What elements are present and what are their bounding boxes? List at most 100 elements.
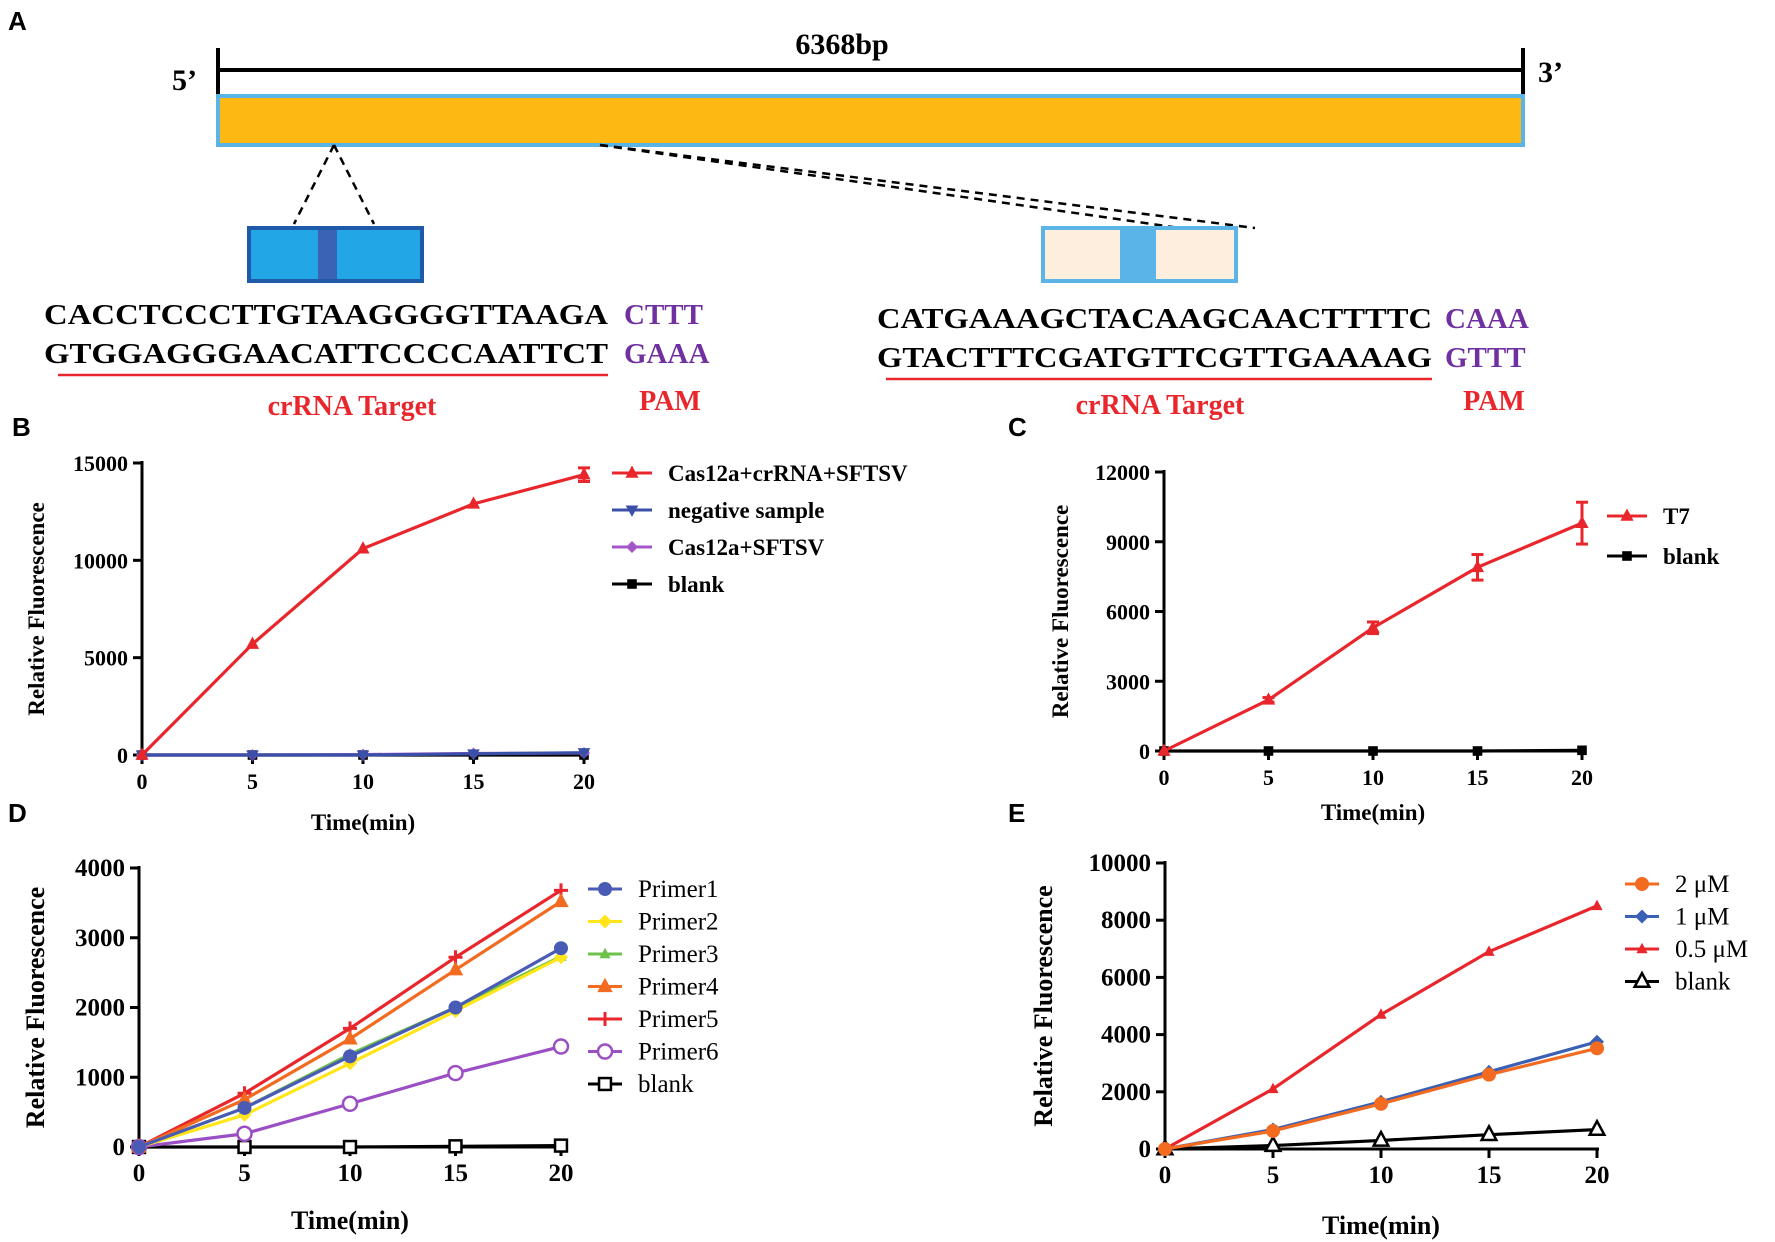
chart-e-data-point (1267, 1082, 1279, 1094)
chart-b-data-point (356, 541, 370, 554)
chart-b-x-tick-label: 15 (463, 769, 485, 794)
chart-c-x-tick-label: 15 (1467, 765, 1489, 790)
chart-b-legend-marker (625, 505, 639, 517)
chart-d-x-tick-label: 20 (549, 1160, 574, 1187)
zoom-line-1a (292, 144, 336, 225)
chart-d-legend-marker (598, 1012, 612, 1026)
target2-pam-top: CAAA (1445, 303, 1529, 335)
chart-e-legend-marker (1632, 970, 1652, 988)
chart-d-data-point (448, 1139, 463, 1154)
chart-c-series-line (1163, 521, 1583, 753)
chart-e-y-axis-title: Relative Fluorescence (1029, 885, 1058, 1126)
chart-d-legend-label: blank (638, 1071, 694, 1098)
target1-band (318, 230, 337, 279)
chart-c-data-point (1157, 743, 1171, 756)
chart-b-legend-label: negative sample (668, 498, 825, 523)
chart-d-data-point (237, 1100, 252, 1115)
chart-e-series-line (1164, 904, 1598, 1151)
chart-e-data-point (1371, 1129, 1391, 1147)
chart-d-series-5 (132, 883, 568, 1154)
zoom-line-2b (599, 143, 1256, 230)
chart-b-legend-label: Cas12a+SFTSV (668, 535, 825, 560)
chart-c-data-point (1368, 746, 1378, 756)
chart-c-data-point (1472, 746, 1483, 756)
chart-d-y-tick-label: 0 (113, 1134, 126, 1161)
chart-e-legend-label: blank (1675, 969, 1731, 996)
chart-d-legend-marker (597, 977, 613, 993)
zoom-line-1b (332, 144, 376, 225)
chart-e-data-point (1590, 1041, 1604, 1056)
chart-b-legend-marker (625, 465, 639, 478)
chart-b-legend-marker (626, 541, 638, 553)
chart-e-y-tick-label: 6000 (1101, 964, 1151, 991)
chart-b-x-tick-label: 5 (247, 769, 258, 794)
chart-b-data-point (577, 748, 591, 760)
chart-e-letter: E (1008, 798, 1025, 828)
chart-c-x-tick-label: 10 (1362, 765, 1384, 790)
chart-d-x-tick-label: 5 (238, 1160, 251, 1187)
chart-d-series-7 (131, 1138, 569, 1155)
chart-d-legend-label: Primer4 (638, 974, 719, 1001)
chart-d-series-6 (130, 1038, 570, 1156)
chart-d-data-point (553, 892, 569, 908)
chart-e-legend-marker (1635, 909, 1649, 924)
chart-e-y-tick-label: 8000 (1101, 907, 1151, 934)
chart-d-x-tick-label: 10 (338, 1160, 363, 1187)
chart-d-data-point (448, 1000, 463, 1015)
chart-b-series-1 (135, 466, 591, 760)
chart-d-x-tick-label: 0 (133, 1160, 146, 1187)
chart-e-series-3 (1159, 899, 1603, 1154)
chart-d-x-tick-label: 15 (443, 1160, 468, 1187)
chart-d-data-point (342, 1139, 358, 1155)
chart-b-y-axis-title: Relative Fluorescence (24, 502, 49, 716)
chart-e-data-point (1158, 1142, 1172, 1156)
chart-b-y-tick-label: 15000 (73, 451, 128, 476)
chart-d-y-tick-label: 4000 (75, 855, 125, 882)
chart-c-data-point (1577, 745, 1587, 756)
chart-e-data-point (1483, 945, 1495, 956)
chart-d-data-point (447, 1064, 464, 1082)
chart-b-data-point (245, 636, 260, 649)
chart-e-y-tick-label: 2000 (1101, 1079, 1151, 1106)
chart-c-x-tick-label: 5 (1263, 765, 1274, 790)
chart-b-y-tick-label: 0 (117, 743, 128, 768)
chart-d-legend-marker (599, 947, 611, 959)
chart-e-y-tick-label: 0 (1139, 1136, 1152, 1163)
chart-b-data-point (246, 750, 259, 762)
panel-a: A 6368bp 5’ 3’ CACCTCCCTTGTAAGGGGTTAAGA … (8, 6, 1563, 422)
target1-crrna-label: crRNA Target (268, 391, 437, 422)
chart-e-x-tick-label: 20 (1585, 1162, 1610, 1189)
chart-d-data-point (341, 1095, 359, 1113)
chart-e-legend-marker (1636, 942, 1648, 954)
chart-c-data-point (1575, 515, 1589, 528)
chart-d-y-axis-title: Relative Fluorescence (21, 887, 50, 1128)
chart-e-x-tick-label: 0 (1159, 1162, 1172, 1189)
chart-d-data-point (236, 1125, 253, 1142)
target1-pam-label: PAM (639, 386, 701, 417)
chart-c-y-tick-label: 9000 (1106, 530, 1150, 555)
chart-d-legend-label: Primer2 (638, 909, 719, 936)
chart-b-data-point (466, 496, 481, 509)
five-prime-label: 5’ (172, 64, 197, 97)
three-prime-label: 3’ (1538, 56, 1563, 89)
chart-e-data-point (1266, 1123, 1280, 1138)
genome-bar (216, 94, 1525, 147)
chart-d-data-point (132, 1140, 146, 1154)
target2-pam-bottom: GTTT (1445, 342, 1526, 374)
chart-c: C 0 3000 6000 9000 12000 0 5 10 15 20 Time(min) Rela… (1008, 412, 1719, 825)
chart-e-y-tick-label: 10000 (1089, 850, 1152, 877)
target1-pam-bottom: GAAA (624, 338, 709, 370)
chart-e-x-axis-title: Time(min) (1322, 1211, 1440, 1240)
chart-d-data-point (237, 1139, 252, 1155)
chart-c-letter: C (1008, 412, 1027, 442)
chart-e-y-tick-label: 4000 (1101, 1022, 1151, 1049)
genome-length-label: 6368bp (795, 28, 888, 61)
chart-d-legend-label: Primer1 (638, 876, 719, 903)
target1-bottom-seq: GTGGAGGGAACATTCCCCAATTCT (44, 338, 608, 370)
chart-d-data-point (236, 1090, 253, 1106)
panel-a-letter: A (8, 6, 27, 36)
chart-c-series-1 (1157, 500, 1589, 756)
chart-c-x-tick-label: 20 (1571, 765, 1593, 790)
chart-c-y-tick-label: 0 (1139, 739, 1150, 764)
